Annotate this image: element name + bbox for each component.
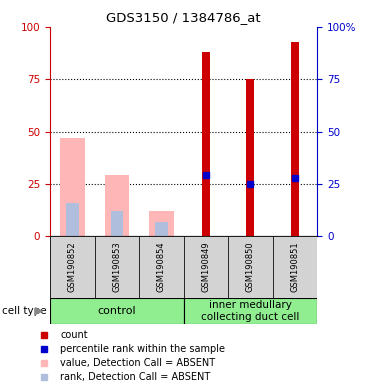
Text: control: control [98, 306, 136, 316]
Bar [66, 203, 79, 236]
Bar [202, 52, 210, 236]
Text: rank, Detection Call = ABSENT: rank, Detection Call = ABSENT [60, 372, 211, 382]
Bar [228, 236, 273, 298]
Bar [184, 298, 317, 324]
Bar [273, 236, 317, 298]
Text: ▶: ▶ [35, 306, 44, 316]
Bar [155, 222, 168, 236]
Text: GSM190850: GSM190850 [246, 242, 255, 292]
Bar [105, 175, 129, 236]
Text: inner medullary
collecting duct cell: inner medullary collecting duct cell [201, 300, 300, 322]
Bar [95, 236, 139, 298]
Text: GSM190854: GSM190854 [157, 242, 166, 292]
Bar [246, 79, 255, 236]
Text: cell type: cell type [2, 306, 46, 316]
Text: GSM190853: GSM190853 [112, 242, 121, 292]
Text: count: count [60, 330, 88, 340]
Text: percentile rank within the sample: percentile rank within the sample [60, 344, 226, 354]
Text: GSM190851: GSM190851 [290, 242, 299, 292]
Bar [139, 236, 184, 298]
Bar [291, 41, 299, 236]
Text: GSM190852: GSM190852 [68, 242, 77, 292]
Bar [149, 211, 174, 236]
Bar [60, 138, 85, 236]
Bar [111, 211, 123, 236]
Title: GDS3150 / 1384786_at: GDS3150 / 1384786_at [106, 11, 261, 24]
Bar [184, 236, 228, 298]
Text: value, Detection Call = ABSENT: value, Detection Call = ABSENT [60, 358, 216, 368]
Bar [50, 298, 184, 324]
Bar [50, 236, 95, 298]
Text: GSM190849: GSM190849 [201, 242, 210, 292]
